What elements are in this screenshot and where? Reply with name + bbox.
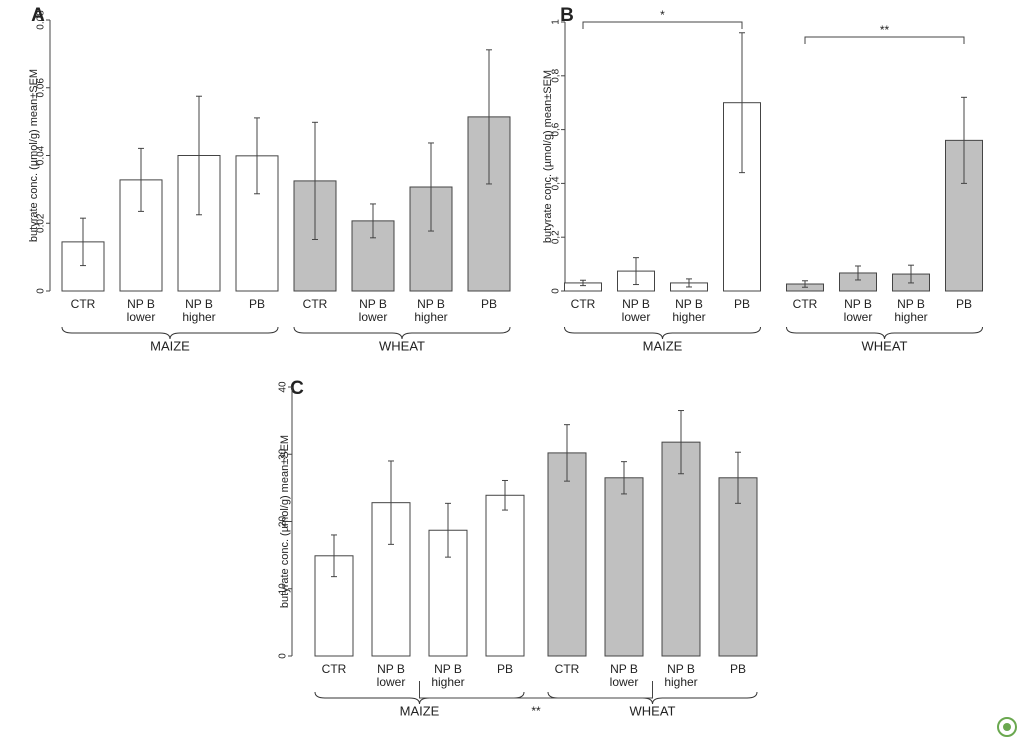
logo xyxy=(997,717,1017,737)
group-brace xyxy=(786,326,983,340)
bar xyxy=(547,452,587,657)
group-brace xyxy=(61,326,279,340)
significance-label: * xyxy=(660,8,665,22)
y-axis-label: butyrate conc. (µmol/g) mean±SEM xyxy=(28,69,40,242)
group-label: WHEAT xyxy=(862,338,908,353)
error-bar xyxy=(388,460,394,545)
x-tick-label: CTR xyxy=(793,297,818,311)
group-label: MAIZE xyxy=(150,338,190,353)
x-tick-label: PB xyxy=(956,297,972,311)
y-tick-label: 40 xyxy=(278,381,289,393)
group-label: MAIZE xyxy=(643,338,683,353)
x-tick-label: CTR xyxy=(71,297,96,311)
significance-bracket xyxy=(804,36,965,44)
error-bar xyxy=(735,451,741,504)
error-bar xyxy=(80,217,86,267)
bar xyxy=(661,441,701,657)
x-tick-label: PB xyxy=(734,297,750,311)
group-label: MAIZE xyxy=(400,703,440,718)
x-tick-label: PB xyxy=(730,662,746,676)
y-tick-label: 0 xyxy=(551,288,562,294)
x-tick-label: CTR xyxy=(322,662,347,676)
panel-label: B xyxy=(560,5,574,26)
error-bar xyxy=(564,424,570,482)
error-bar xyxy=(445,502,451,558)
y-tick-label: 20 xyxy=(278,516,289,528)
group-label: WHEAT xyxy=(630,703,676,718)
error-bar xyxy=(331,534,337,578)
bar xyxy=(485,494,525,657)
error-bar xyxy=(686,278,692,288)
y-axis-label: butyrate conc. (µmol/g) mean±SEM xyxy=(279,435,291,608)
y-tick-label: 10 xyxy=(278,583,289,595)
error-bar xyxy=(428,142,434,232)
x-tick-label: CTR xyxy=(555,662,580,676)
panel-label: C xyxy=(290,378,304,399)
x-tick-label: PB xyxy=(481,297,497,311)
error-bar xyxy=(678,410,684,475)
error-bar xyxy=(802,280,808,288)
x-tick-label: CTR xyxy=(571,297,596,311)
y-tick-label: 0,6 xyxy=(551,122,562,136)
y-tick-label: 0 xyxy=(36,288,47,294)
error-bar xyxy=(254,117,260,195)
error-bar xyxy=(196,95,202,216)
y-tick-label: 0,4 xyxy=(551,176,562,190)
panel-label: A xyxy=(31,5,45,26)
error-bar xyxy=(621,461,627,495)
significance-bracket xyxy=(419,681,653,699)
y-tick-label: 0.06 xyxy=(36,78,47,98)
bar xyxy=(604,477,644,657)
error-bar xyxy=(138,147,144,212)
error-bar xyxy=(502,479,508,511)
y-tick-label: 0 xyxy=(278,653,289,659)
y-tick-label: 0.08 xyxy=(36,10,47,30)
error-bar xyxy=(486,49,492,185)
significance-bracket xyxy=(582,21,743,29)
y-axis-label: butyrate conc. (µmol/g) mean±SEM xyxy=(542,70,554,243)
y-tick-label: 30 xyxy=(278,448,289,460)
x-tick-label: PB xyxy=(249,297,265,311)
significance-label: ** xyxy=(880,23,890,37)
group-brace xyxy=(293,326,511,340)
error-bar xyxy=(908,264,914,284)
x-tick-label: PB xyxy=(497,662,513,676)
error-bar xyxy=(961,96,967,184)
error-bar xyxy=(312,121,318,241)
y-tick-label: 1 xyxy=(551,19,562,25)
group-brace xyxy=(564,326,761,340)
error-bar xyxy=(855,265,861,281)
y-tick-label: 0.04 xyxy=(36,145,47,165)
group-label: WHEAT xyxy=(379,338,425,353)
error-bar xyxy=(580,279,586,287)
y-tick-label: 0,2 xyxy=(551,230,562,244)
bar xyxy=(718,477,758,657)
x-tick-label: CTR xyxy=(303,297,328,311)
significance-label: ** xyxy=(531,704,541,718)
error-bar xyxy=(370,203,376,239)
y-tick-label: 0.02 xyxy=(36,213,47,233)
y-tick-label: 0,8 xyxy=(551,68,562,82)
error-bar xyxy=(633,257,639,286)
error-bar xyxy=(739,32,745,174)
